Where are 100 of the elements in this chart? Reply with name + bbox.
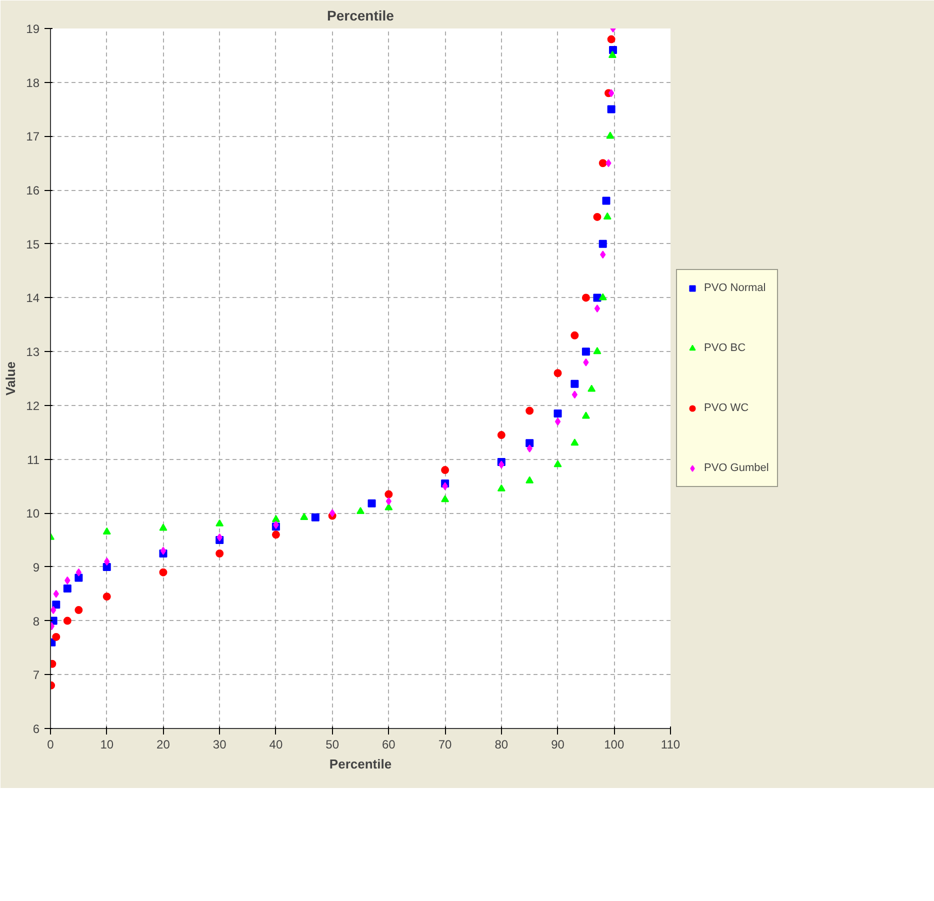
point: [50, 606, 56, 614]
point: [570, 380, 579, 388]
point: [608, 50, 616, 58]
point: [102, 527, 111, 534]
y-tick-label: 11: [27, 452, 40, 467]
y-axis-title: Value: [3, 362, 18, 396]
point: [606, 132, 614, 139]
x-tick-label: 70: [438, 738, 452, 752]
point: [608, 89, 614, 98]
y-tick-label: 6: [32, 722, 40, 736]
point: [441, 466, 450, 474]
point: [582, 294, 590, 302]
legend-label: PVO BC: [704, 342, 746, 354]
point: [598, 159, 607, 168]
x-tick-label: 80: [494, 738, 508, 752]
point: [216, 519, 224, 526]
point: [570, 331, 579, 340]
legend-label: PVO Gumbel: [704, 462, 769, 474]
x-tick-label: 100: [604, 738, 624, 752]
point: [593, 212, 602, 221]
point: [572, 390, 578, 399]
point: [272, 515, 280, 522]
y-tick-label: 8: [32, 614, 40, 628]
point: [554, 369, 562, 378]
point: [600, 250, 606, 259]
point: [356, 506, 364, 514]
point: [216, 533, 222, 542]
x-tick-label: 50: [326, 738, 340, 752]
point: [384, 490, 393, 498]
point: [607, 105, 616, 114]
x-tick-label: 10: [100, 738, 114, 752]
point: [598, 240, 607, 248]
point: [607, 35, 616, 44]
point: [102, 592, 111, 601]
point: [52, 632, 60, 641]
point: [554, 410, 562, 418]
point: [102, 562, 111, 571]
point: [64, 576, 70, 584]
point: [593, 294, 602, 302]
point: [602, 196, 610, 205]
x-tick-label: 110: [660, 738, 680, 752]
point: [159, 568, 168, 576]
point: [160, 546, 166, 555]
point: [498, 460, 504, 469]
point: [159, 524, 168, 531]
x-tick-label: 0: [47, 738, 54, 752]
x-tick-label: 30: [212, 738, 227, 752]
point: [76, 568, 82, 576]
point: [583, 358, 589, 366]
point: [63, 616, 72, 625]
point: [272, 530, 280, 539]
point: [588, 384, 596, 392]
y-tick-label: 10: [26, 506, 40, 521]
point: [74, 574, 83, 582]
y-tick-label: 13: [26, 345, 40, 360]
point: [311, 513, 320, 522]
y-tick-label: 16: [26, 184, 40, 198]
point: [526, 476, 534, 484]
x-axis-title: Percentile: [329, 756, 392, 772]
x-tick-label: 90: [551, 738, 565, 752]
point: [526, 439, 534, 448]
y-tick-label: 17: [26, 130, 40, 144]
y-tick-label: 18: [26, 76, 40, 90]
point: [441, 495, 450, 502]
point: [104, 558, 110, 566]
point: [582, 348, 590, 356]
point: [497, 484, 506, 492]
point: [593, 347, 602, 354]
point: [570, 438, 579, 446]
legend-label: PVO WC: [704, 402, 749, 414]
point: [53, 590, 59, 598]
y-tick-label: 12: [26, 398, 40, 413]
point: [582, 412, 590, 419]
point: [554, 418, 561, 426]
y-tick-label: 15: [26, 237, 40, 252]
y-tick-label: 9: [32, 560, 40, 574]
x-tick-label: 20: [156, 738, 170, 752]
point: [386, 497, 392, 506]
point: [598, 293, 607, 300]
point: [216, 550, 224, 558]
point: [497, 431, 506, 440]
point: [603, 212, 612, 220]
point: [74, 606, 83, 614]
point: [526, 444, 532, 452]
point: [526, 406, 534, 415]
point: [384, 503, 393, 510]
point: [368, 499, 376, 508]
point: [63, 584, 72, 592]
x-tick-label: 60: [382, 738, 396, 752]
chart-title: Percentile: [327, 8, 394, 24]
point: [554, 460, 562, 468]
point: [442, 482, 448, 490]
y-tick-label: 7: [32, 668, 40, 682]
point: [606, 159, 612, 168]
point: [594, 304, 600, 312]
point: [300, 512, 308, 520]
legend-label: PVO Normal: [704, 282, 766, 294]
x-tick-label: 40: [269, 738, 283, 752]
y-tick-label: 19: [26, 22, 40, 36]
y-tick-label: 14: [26, 291, 40, 306]
